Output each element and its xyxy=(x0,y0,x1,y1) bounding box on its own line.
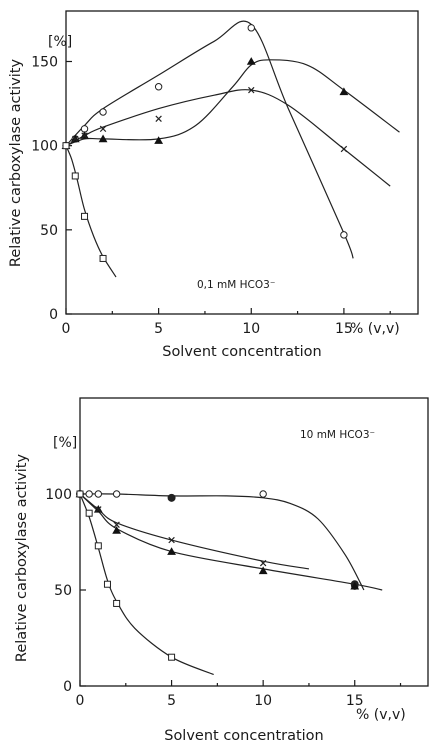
panel-top-y-tick-label: 100 xyxy=(31,139,58,155)
panel-top-curve-triangle-filled xyxy=(65,59,400,147)
panel-top-point-triangle-filled xyxy=(246,57,256,65)
panel-top-frame xyxy=(65,10,419,315)
panel-top-point-triangle-filled xyxy=(154,136,164,144)
panel-top-point-circle-open xyxy=(80,125,89,133)
panel-bottom-x-label: Solvent concentration xyxy=(164,728,324,744)
panel-top-y-tick-label: 150 xyxy=(31,55,58,71)
panel-top-x-tick-label: 15 xyxy=(335,321,353,337)
panel-bottom-y-tick-label: 0 xyxy=(63,679,72,695)
panel-top-x-unit: % (v,v) xyxy=(350,321,400,337)
panel-top-point-circle-open xyxy=(340,231,348,239)
panel-top-point-cross xyxy=(81,132,88,139)
panel-top-y-unit: [%] xyxy=(48,34,72,50)
panel-bottom: 0 5 10 15 0 50 100 [%] Relative carboxylase a… xyxy=(14,397,429,744)
panel-top-point-cross xyxy=(72,135,79,143)
panel-top-y-tick-label: 50 xyxy=(40,223,58,239)
panel-top-curves xyxy=(65,20,400,278)
panel-bottom-point-cross xyxy=(95,506,102,513)
panel-bottom-x-unit: % (v,v) xyxy=(356,707,406,723)
panel-bottom-point-square-open xyxy=(168,653,176,661)
panel-top-annotation: 0,1 mM HCO3⁻ xyxy=(197,279,275,291)
panel-bottom-point-triangle-filled xyxy=(167,547,176,555)
panel-bottom-point-circle-open xyxy=(85,490,93,498)
panel-bottom-point-triangle-filled xyxy=(258,566,268,575)
panel-top-curve-circle-open xyxy=(65,20,354,259)
panel-bottom-point-triangle-filled xyxy=(112,526,122,534)
panel-bottom-point-square-open xyxy=(103,580,111,588)
panel-top-points xyxy=(61,24,349,262)
panel-top-x-ticks: 0 5 10 15 xyxy=(62,308,391,337)
panel-top-point-square-open xyxy=(62,142,70,150)
panel-bottom-frame xyxy=(79,397,429,687)
panel-bottom-point-square-open xyxy=(94,542,102,550)
panel-top-point-cross xyxy=(340,145,348,153)
panel-bottom-y-unit: [%] xyxy=(53,435,77,451)
panel-bottom-x-ticks: 0 5 10 15 xyxy=(76,680,402,709)
panel-bottom-curves xyxy=(79,493,383,676)
panel-bottom-point-triangle-filled xyxy=(350,581,360,590)
panel-top-point-circle-open xyxy=(154,83,163,91)
panel-bottom-point-cross xyxy=(113,521,120,528)
panel-bottom-y-tick-label: 100 xyxy=(45,487,72,503)
panel-top-point-circle-open xyxy=(99,108,107,116)
panel-top-point-square-open xyxy=(71,172,79,180)
panel-bottom-point-circle-open xyxy=(94,490,103,498)
panel-bottom-y-tick-label: 50 xyxy=(54,583,72,599)
panel-bottom-y-label: Relative carboxylase activity xyxy=(14,454,30,663)
panel-top-point-triangle-filled xyxy=(339,87,349,96)
panel-top-y-label: Relative carboxylase activity xyxy=(8,59,24,268)
panel-top-point-square-open xyxy=(81,212,89,220)
panel-bottom-point-square-open xyxy=(85,509,93,517)
panel-top-x-tick-label: 0 xyxy=(62,321,71,337)
panel-bottom-annotation: 10 mM HCO3⁻ xyxy=(300,429,375,441)
panel-bottom-point-circle-open xyxy=(112,490,121,498)
panel-top-point-cross xyxy=(248,86,255,94)
panel-bottom-x-tick-label: 10 xyxy=(254,693,272,709)
panel-top-y-ticks: 0 50 100 150 xyxy=(31,55,72,323)
panel-bottom-curve-square-open xyxy=(79,493,214,676)
panel-top-curve-cross xyxy=(65,89,391,187)
panel-bottom-point-square-open xyxy=(113,599,121,607)
panel-bottom-point-circle-open xyxy=(259,490,267,498)
panel-bottom-x-tick-label: 15 xyxy=(346,693,364,709)
panel-top-point-triangle-filled xyxy=(98,134,108,143)
panel-bottom-point-circle-filled xyxy=(167,493,176,502)
panel-bottom-point-square-open xyxy=(76,490,84,498)
panel-top-point-cross xyxy=(99,125,107,133)
panel-top-x-tick-label: 5 xyxy=(154,321,163,337)
panel-top-curve-square-open xyxy=(65,145,117,278)
panel-top-y-tick-label: 0 xyxy=(49,307,58,323)
panel-top-x-label: Solvent concentration xyxy=(162,344,322,360)
panel-bottom-x-tick-label: 0 xyxy=(76,693,85,709)
panel-bottom-y-ticks: 0 50 100 xyxy=(45,487,86,695)
panel-bottom-curve-circle-open xyxy=(79,493,365,591)
panel-bottom-point-cross xyxy=(259,559,267,567)
panel-bottom-point-cross xyxy=(168,536,175,544)
panel-top-point-cross xyxy=(155,115,162,122)
panel-top-x-tick-label: 10 xyxy=(242,321,260,337)
panel-bottom-points xyxy=(75,489,360,661)
panel-bottom-x-tick-label: 5 xyxy=(167,693,176,709)
panel-top-point-circle-open xyxy=(247,24,255,32)
panel-top: 0 5 10 15 0 50 100 150 [%] Relative carboxylas… xyxy=(8,10,419,360)
panel-top-point-square-open xyxy=(99,254,107,262)
